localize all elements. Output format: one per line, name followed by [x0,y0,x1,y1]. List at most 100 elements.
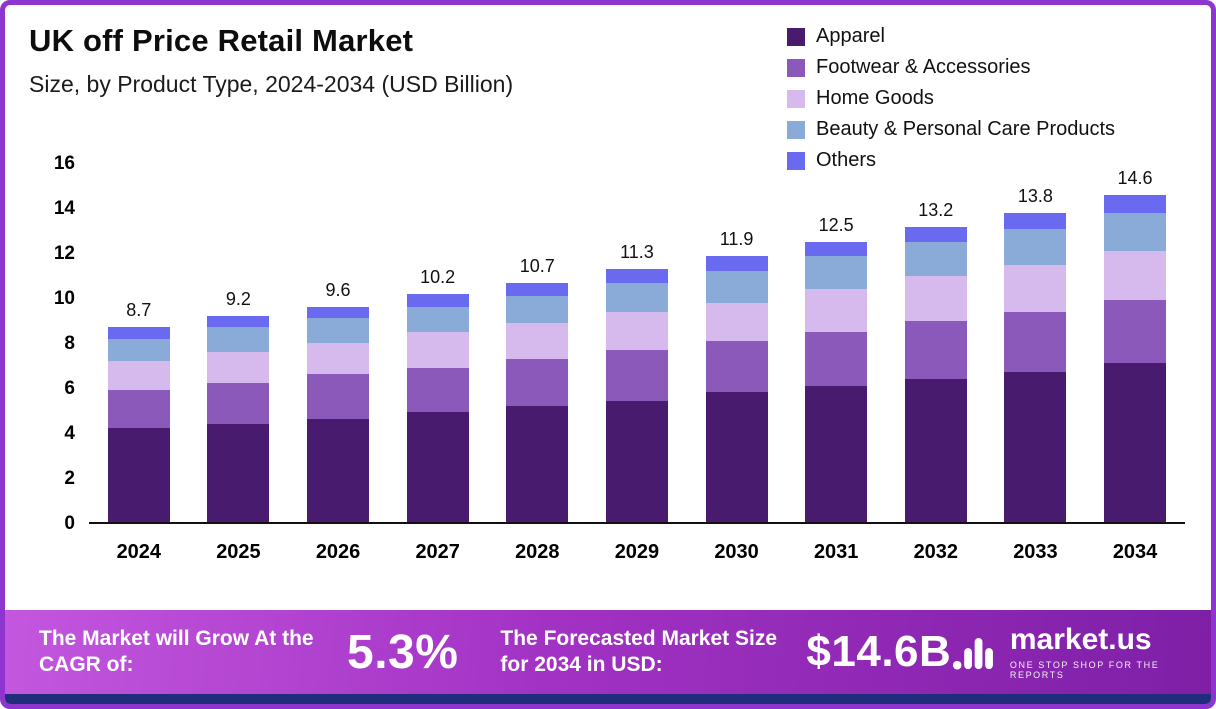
bar-segment-home-goods [207,351,270,384]
bar-segment-apparel [1004,372,1067,522]
chart-header: UK off Price Retail Market Size, by Prod… [5,5,1211,98]
legend-swatch-icon [787,58,805,77]
stacked-bar [506,282,569,522]
y-axis-tick-label: 6 [64,378,75,399]
legend-swatch-icon [787,151,805,170]
bar-segment-home-goods [307,343,370,375]
page-subtitle: Size, by Product Type, 2024-2034 (USD Bi… [29,71,514,97]
x-axis-label: 2025 [216,540,261,563]
x-axis-label: 2028 [515,540,560,563]
stacked-bar [805,242,868,522]
bar-segment-beauty-personal-care-products [1104,213,1167,252]
bar-group-2029: 11.3 [605,164,669,522]
bottom-banner: The Market will Grow At the CAGR of: 5.3… [5,610,1211,694]
bar-total-label: 10.2 [420,266,456,287]
bar-total-label: 14.6 [1117,168,1153,189]
legend-item-others: Others [787,145,1115,176]
forecast-value: $14.6B [806,627,952,676]
bar-segment-apparel [307,419,370,522]
x-axis-label: 2027 [415,540,460,563]
bar-segment-beauty-personal-care-products [805,255,868,290]
stacked-bar [107,327,170,522]
bar-segment-apparel [207,423,270,522]
bar-segment-apparel [705,392,768,522]
bar-segment-apparel [406,412,469,522]
bar-segment-footwear-accessories [406,367,469,413]
bar-segment-footwear-accessories [307,374,370,420]
bar-total-label: 8.7 [126,300,152,321]
bar-segment-others [1104,195,1167,214]
bar-segment-footwear-accessories [1104,300,1167,364]
bar-segment-others [506,282,569,297]
x-axis: 2024 2025 2026 2027 2028 2029 2030 2031 2032 2033… [89,530,1185,574]
bar-segment-home-goods [605,311,668,350]
bar-segment-footwear-accessories [705,340,768,393]
bar-group-2031: 12.5 [804,164,868,522]
y-axis: 0 2 4 6 8 10 12 14 16 [5,153,75,534]
bar-total-label: 11.9 [719,228,754,249]
bar-total-label: 9.2 [225,289,251,310]
footer-strip [5,694,1211,704]
legend-item-apparel: Apparel [787,21,1115,52]
x-axis-label: 2032 [913,540,959,563]
forecast-label: The Forecasted Market Size for 2034 in U… [500,627,778,676]
bar-segment-footwear-accessories [107,390,170,429]
bar-segment-footwear-accessories [805,331,868,386]
bar-group-2034: 14.6 [1103,164,1167,522]
brand-text: market.us ONE STOP SHOP FOR THE REPORTS [1009,622,1177,680]
bar-group-2033: 13.8 [1003,164,1067,522]
bar-segment-apparel [506,405,569,522]
legend-label: Footwear & Accessories [816,56,1031,78]
bar-segment-others [1004,213,1067,229]
y-axis-tick-label: 0 [64,513,75,534]
bar-segment-home-goods [107,360,170,390]
bar-segment-footwear-accessories [605,349,668,402]
bar-segment-others [705,255,768,272]
bar-segment-home-goods [904,275,967,321]
bar-segment-beauty-personal-care-products [1004,228,1067,265]
x-axis-label: 2026 [315,540,361,563]
x-axis-label: 2029 [614,540,660,563]
chart: 0 2 4 6 8 10 12 14 16 8.7 9.2 9.6 10.2 10.7 11.3 11.9 1… [5,100,1211,574]
bar-segment-beauty-personal-care-products [307,318,370,343]
brand-name: market.us [1009,622,1152,656]
legend-label: Others [816,149,877,171]
bar-segment-apparel [1104,363,1167,522]
bar-segment-others [207,316,270,328]
bar-segment-home-goods [805,289,868,332]
bar-segment-home-goods [406,331,469,368]
market-us-logo-icon [953,638,994,670]
page-title: UK off Price Retail Market [29,23,414,58]
stacked-bar [904,226,967,522]
bar-segment-footwear-accessories [1004,311,1067,373]
bar-total-label: 13.2 [918,199,954,220]
bar-group-2026: 9.6 [306,164,370,522]
brand-tagline: ONE STOP SHOP FOR THE REPORTS [1009,659,1160,680]
stacked-bar [605,269,668,522]
bar-total-label: 10.7 [519,255,555,276]
legend-label: Beauty & Personal Care Products [816,118,1116,140]
y-axis-tick-label: 16 [53,153,75,174]
x-axis-label: 2024 [116,540,162,563]
bar-group-2028: 10.7 [505,164,569,522]
stacked-bar [307,307,370,522]
bar-total-label: 11.3 [620,242,654,263]
legend-item-beauty-personal-care-products: Beauty & Personal Care Products [787,114,1115,145]
stacked-bar [1104,195,1167,522]
bar-segment-apparel [805,385,868,522]
y-axis-tick-label: 12 [53,243,75,264]
bar-total-label: 12.5 [818,215,854,236]
bar-segment-beauty-personal-care-products [605,282,668,312]
bar-segment-others [107,327,170,339]
bar-group-2027: 10.2 [406,164,470,522]
plot-area: 8.7 9.2 9.6 10.2 10.7 11.3 11.9 12.5 13.2 13.8 14.… [89,164,1185,524]
bar-segment-apparel [605,401,668,522]
bar-group-2030: 11.9 [705,164,769,522]
legend-swatch-icon [787,27,805,46]
bar-segment-others [904,226,967,243]
legend-item-home-goods: Home Goods [787,83,1115,114]
x-axis-label: 2031 [813,540,859,563]
bar-group-2025: 9.2 [206,164,270,522]
legend-label: Apparel [816,25,885,47]
legend-swatch-icon [787,89,805,108]
